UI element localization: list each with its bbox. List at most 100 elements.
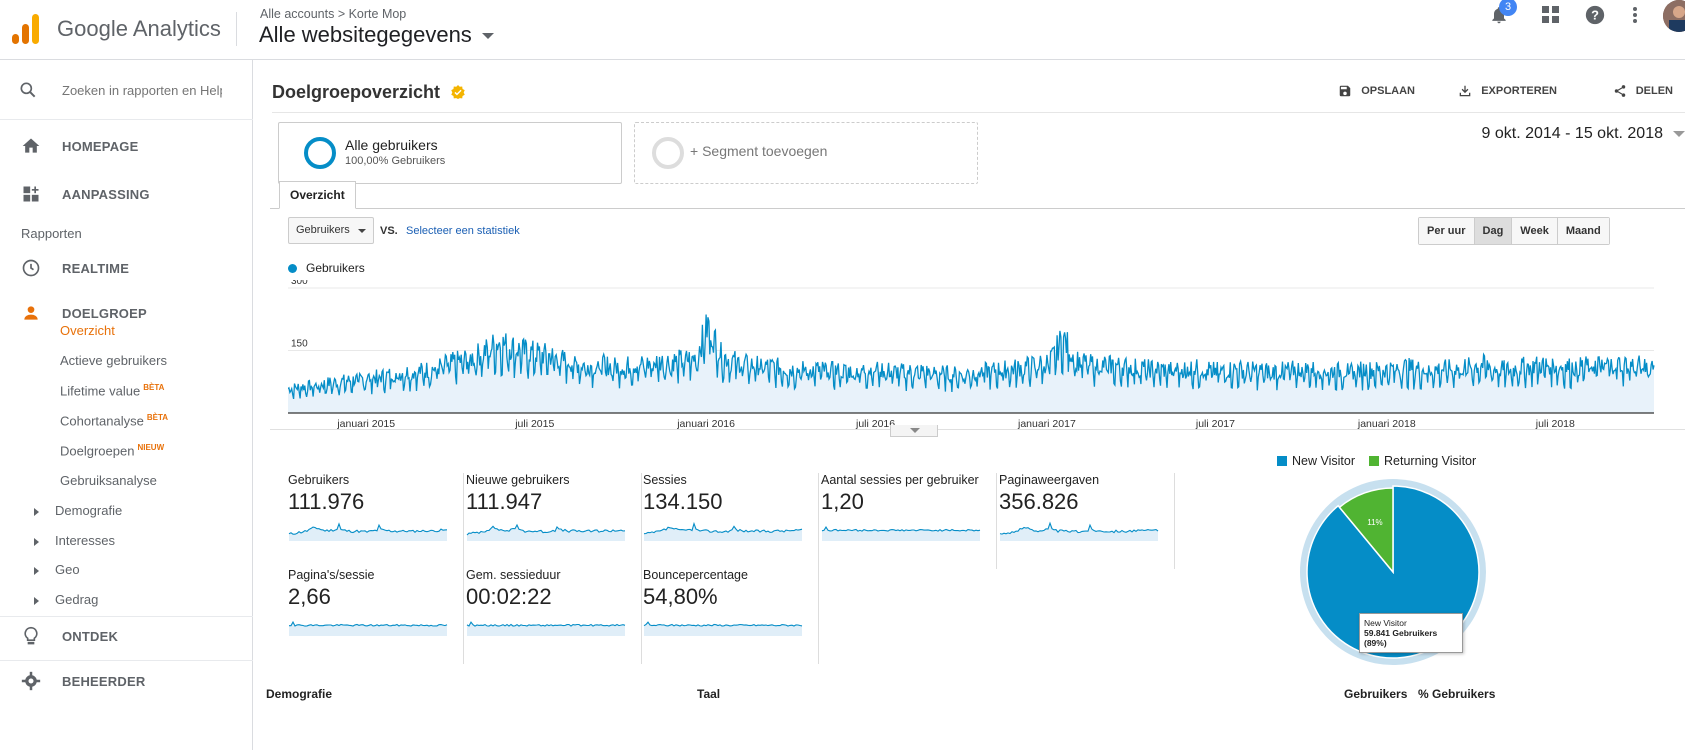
sub-label: Cohortanalyse xyxy=(60,413,144,429)
more-options-button[interactable] xyxy=(1620,0,1650,30)
kpi-sparkline xyxy=(466,523,626,541)
granularity-day-button[interactable]: Dag xyxy=(1473,218,1512,244)
kpi-card[interactable]: Aantal sessies per gebruiker 1,20 xyxy=(821,473,997,569)
date-range-picker[interactable]: 9 okt. 2014 - 15 okt. 2018 xyxy=(1482,125,1685,143)
person-icon xyxy=(24,306,38,320)
svg-text:?: ? xyxy=(1591,8,1599,23)
sparkline-line xyxy=(289,620,448,627)
expand-arrow-icon xyxy=(34,537,39,546)
sparkline-area xyxy=(1000,523,1158,541)
dashboard-add-icon xyxy=(23,186,39,202)
main-content: Doelgroepoverzicht OPSLAAN EXPORTEREN DE… xyxy=(254,60,1685,750)
kpi-label: Sessies xyxy=(643,473,687,487)
avatar[interactable] xyxy=(1663,0,1685,32)
sidebar-item-home[interactable]: HOMEPAGE xyxy=(0,124,253,168)
kpi-card[interactable]: Bouncepercentage 54,80% xyxy=(643,568,819,664)
add-segment-button[interactable]: + Segment toevoegen xyxy=(634,122,978,184)
x-tick-label: januari 2015 xyxy=(336,418,395,430)
granularity-week-button[interactable]: Week xyxy=(1511,218,1557,244)
chevron-down-icon xyxy=(1673,130,1685,137)
x-tick-label: januari 2016 xyxy=(676,418,735,430)
divider xyxy=(236,12,237,46)
pie-legend-new[interactable]: New Visitor xyxy=(1277,454,1355,468)
segment-all-users[interactable]: Alle gebruikers 100,00% Gebruikers xyxy=(278,122,622,184)
sparkline-area xyxy=(467,622,625,636)
new-badge: NIEUW xyxy=(137,443,165,452)
sidebar-tree-interests[interactable]: Interesses xyxy=(34,533,115,548)
sidebar-sub-cohort[interactable]: Cohortanalyse BÈTA xyxy=(60,413,168,428)
segment-name: Alle gebruikers xyxy=(345,137,438,153)
beta-badge: BÈTA xyxy=(146,413,169,422)
kpi-card[interactable]: Pagina's/sessie 2,66 xyxy=(288,568,464,664)
kpi-card[interactable]: Nieuwe gebruikers 111.947 xyxy=(466,473,642,569)
chart-resize-handle[interactable] xyxy=(890,425,938,437)
pie-slice[interactable] xyxy=(1338,487,1394,575)
table-header-users-pct[interactable]: % Gebruikers xyxy=(1418,687,1496,701)
divider xyxy=(272,112,1685,113)
sidebar-item-admin[interactable]: BEHEERDER xyxy=(0,659,253,703)
sidebar-sub-active-users[interactable]: Actieve gebruikers xyxy=(60,353,167,368)
sidebar-tree-geo[interactable]: Geo xyxy=(34,562,80,577)
sidebar-item-label: BEHEERDER xyxy=(62,673,146,689)
property-name: Alle websitegegevens xyxy=(259,22,472,47)
kpi-card[interactable]: Gebruikers 111.976 xyxy=(288,473,464,569)
sparkline-line xyxy=(999,521,1159,535)
reports-section-heading: Rapporten xyxy=(21,226,82,241)
help-icon: ? xyxy=(1585,5,1605,25)
help-button[interactable]: ? xyxy=(1580,0,1610,30)
sidebar-item-realtime[interactable]: REALTIME xyxy=(0,246,253,290)
kpi-value: 1,20 xyxy=(821,489,864,514)
pie-tooltip: New Visitor 59.841 Gebruikers (89%) xyxy=(1359,613,1463,653)
granularity-month-button[interactable]: Maand xyxy=(1556,218,1609,244)
beta-badge: BÈTA xyxy=(143,383,165,392)
sub-label: Overzicht xyxy=(60,323,115,338)
sidebar-sub-user-explorer[interactable]: Gebruiksanalyse xyxy=(60,473,157,488)
export-button[interactable]: EXPORTEREN xyxy=(1458,84,1557,98)
sparkline-line xyxy=(466,621,626,627)
sidebar-sub-overview[interactable]: Overzicht xyxy=(60,323,115,338)
user-photo-icon xyxy=(1663,0,1685,32)
download-icon xyxy=(1459,85,1471,97)
sidebar-sub-audiences[interactable]: Doelgroepen NIEUW xyxy=(60,443,164,458)
top-bar: Google Analytics Alle accounts > Korte M… xyxy=(0,0,1685,60)
property-selector[interactable]: Alle websitegegevens xyxy=(259,22,494,48)
chevron-down-icon xyxy=(481,33,494,40)
share-icon xyxy=(1614,85,1625,97)
sidebar-item-audience[interactable]: DOELGROEP xyxy=(0,291,253,335)
page-title: Doelgroepoverzicht xyxy=(272,82,441,102)
metric-select[interactable]: Gebruikers xyxy=(288,217,374,244)
segment-empty-ring-icon xyxy=(652,137,684,169)
sparkline-line xyxy=(643,621,803,627)
sparkline-area xyxy=(289,622,447,636)
share-label: DELEN xyxy=(1635,85,1673,97)
breadcrumb[interactable]: Alle accounts > Korte Mop xyxy=(260,7,407,21)
notification-count-badge: 3 xyxy=(1499,0,1517,16)
sidebar-tree-demographics[interactable]: Demografie xyxy=(34,503,122,518)
notifications-button[interactable]: 3 xyxy=(1484,0,1517,30)
share-button[interactable]: DELEN xyxy=(1613,84,1673,98)
series-area xyxy=(288,314,1654,413)
sidebar-tree-behavior[interactable]: Gedrag xyxy=(34,592,98,607)
sidebar-item-discover[interactable]: ONTDEK xyxy=(0,614,253,658)
sidebar-item-customization[interactable]: AANPASSING xyxy=(0,172,253,216)
pie-legend-returning[interactable]: Returning Visitor xyxy=(1369,454,1476,468)
kpi-card[interactable]: Paginaweergaven 356.826 xyxy=(999,473,1175,569)
sidebar-sub-lifetime-value[interactable]: Lifetime value BÈTA xyxy=(60,383,164,398)
save-button[interactable]: OPSLAAN xyxy=(1338,84,1415,98)
apps-button[interactable] xyxy=(1536,0,1566,30)
google-analytics-logo-icon[interactable] xyxy=(12,14,40,44)
legend-swatch xyxy=(1369,456,1379,466)
search-input[interactable] xyxy=(62,78,222,102)
select-metric-link[interactable]: Selecteer een statistiek xyxy=(406,225,520,237)
users-line-chart[interactable]: 300 150 januari 2015 juli 2015 januari 2016 j… xyxy=(288,280,1660,435)
expand-arrow-icon xyxy=(34,507,39,516)
metric-select-value: Gebruikers xyxy=(296,224,350,236)
kpi-card[interactable]: Sessies 134.150 xyxy=(643,473,819,569)
lightbulb-icon xyxy=(24,626,38,645)
table-header-users[interactable]: Gebruikers xyxy=(1344,687,1408,701)
tab-overview[interactable]: Overzicht xyxy=(279,181,356,209)
granularity-hour-button[interactable]: Per uur xyxy=(1419,218,1474,244)
kpi-sparkline xyxy=(289,620,448,636)
legend-label: Returning Visitor xyxy=(1384,454,1477,468)
kpi-card[interactable]: Gem. sessieduur 00:02:22 xyxy=(466,568,642,664)
